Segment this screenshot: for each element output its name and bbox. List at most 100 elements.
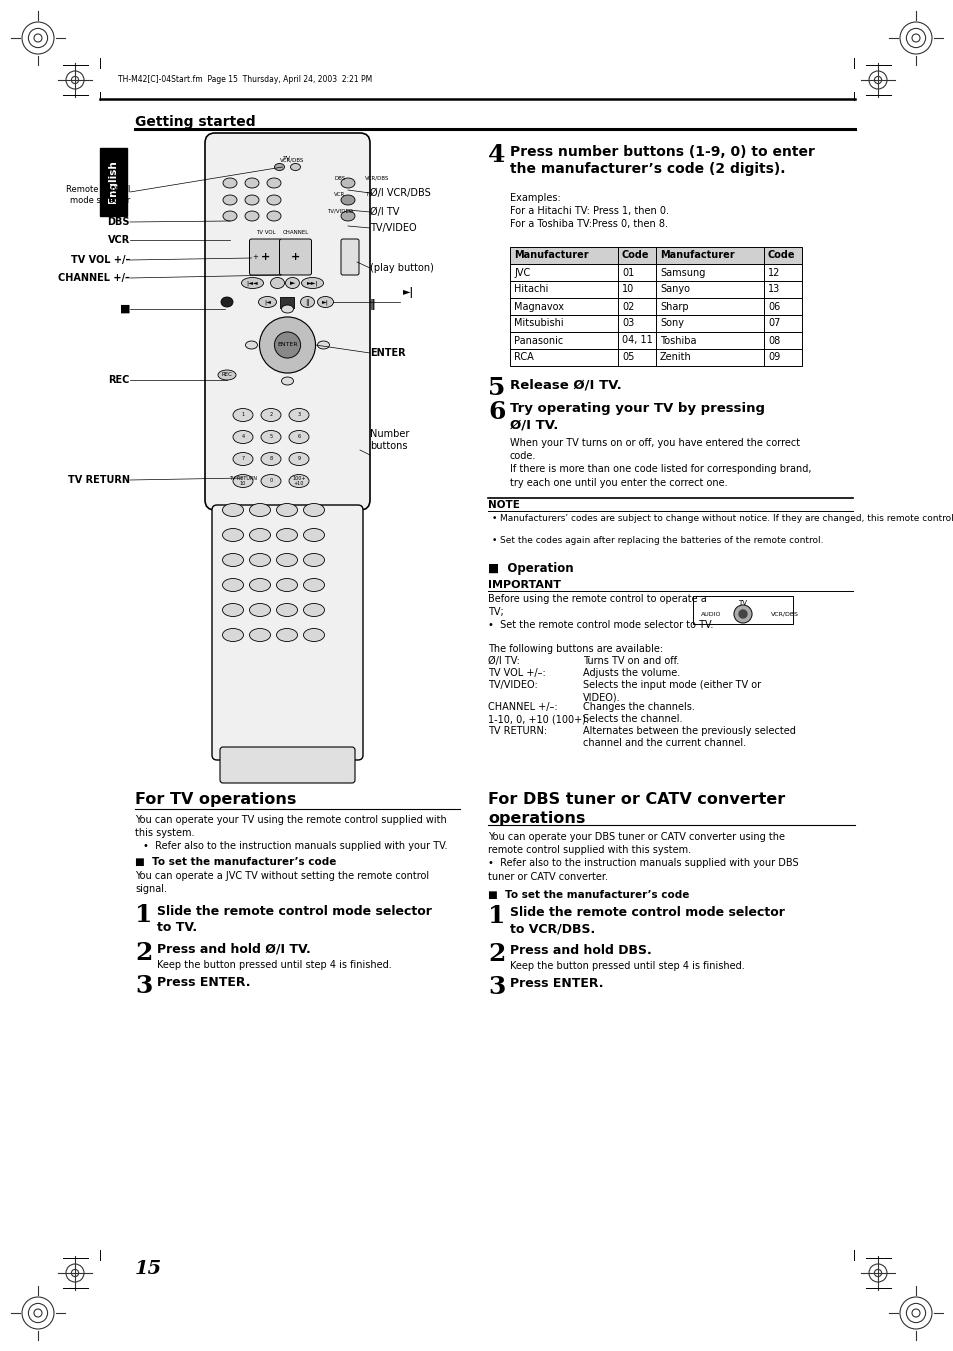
Text: 1: 1 [488, 904, 505, 928]
Ellipse shape [274, 163, 284, 170]
Text: CHANNEL +/–:: CHANNEL +/–: [488, 703, 558, 712]
Text: VCR: VCR [108, 235, 130, 245]
FancyBboxPatch shape [212, 505, 363, 761]
Ellipse shape [276, 528, 297, 542]
Text: Manufacturer: Manufacturer [659, 250, 734, 261]
Text: When your TV turns on or off, you have entered the correct
code.
If there is mor: When your TV turns on or off, you have e… [510, 438, 811, 488]
Text: +: + [253, 254, 258, 259]
Text: 2: 2 [135, 942, 152, 965]
Ellipse shape [222, 528, 243, 542]
Ellipse shape [233, 408, 253, 422]
Text: English: English [109, 161, 118, 204]
Ellipse shape [271, 277, 284, 289]
Text: Try operating your TV by pressing
Ø/I TV.: Try operating your TV by pressing Ø/I TV… [510, 403, 764, 431]
Text: ►: ► [290, 280, 294, 286]
Text: Code: Code [621, 250, 649, 261]
Bar [510, 263, 801, 281]
Text: Release Ø/I TV.: Release Ø/I TV. [510, 378, 621, 390]
FancyBboxPatch shape [220, 747, 355, 784]
Text: Before using the remote control to operate a
TV;
•  Set the remote control mode : Before using the remote control to opera… [488, 594, 713, 631]
Ellipse shape [258, 296, 276, 308]
Text: VCR/DBS: VCR/DBS [365, 176, 389, 181]
Text: For TV operations: For TV operations [135, 792, 296, 807]
Text: 2: 2 [488, 942, 505, 966]
Text: 7: 7 [241, 457, 244, 462]
Circle shape [274, 332, 300, 358]
FancyBboxPatch shape [340, 239, 358, 276]
Ellipse shape [245, 340, 257, 349]
Text: VCR/DBS: VCR/DBS [770, 612, 798, 616]
Text: Examples:
For a Hitachi TV: Press 1, then 0.
For a Toshiba TV:Press 0, then 8.: Examples: For a Hitachi TV: Press 1, the… [510, 193, 668, 230]
Ellipse shape [285, 277, 299, 289]
Text: Zenith: Zenith [659, 353, 691, 362]
Ellipse shape [261, 453, 281, 466]
Ellipse shape [261, 408, 281, 422]
Text: ENTER: ENTER [277, 343, 297, 347]
Text: 06: 06 [767, 301, 780, 312]
Ellipse shape [250, 528, 271, 542]
Ellipse shape [223, 211, 236, 222]
Ellipse shape [233, 474, 253, 488]
Text: ►|: ►| [402, 286, 414, 297]
Ellipse shape [245, 178, 258, 188]
Text: ■: ■ [119, 304, 130, 313]
Ellipse shape [276, 628, 297, 642]
Text: CHANNEL +/–: CHANNEL +/– [58, 273, 130, 282]
Text: Mitsubishi: Mitsubishi [514, 319, 563, 328]
Text: 1: 1 [241, 412, 244, 417]
Ellipse shape [218, 370, 235, 380]
Ellipse shape [303, 528, 324, 542]
Ellipse shape [303, 504, 324, 516]
Ellipse shape [233, 453, 253, 466]
Bar [510, 349, 801, 366]
Text: ‖: ‖ [370, 300, 375, 311]
Ellipse shape [281, 377, 294, 385]
Text: (play button): (play button) [370, 263, 434, 273]
Text: Alternates between the previously selected
channel and the current channel.: Alternates between the previously select… [582, 725, 795, 748]
Text: 08: 08 [767, 335, 780, 346]
Text: REC: REC [221, 373, 233, 377]
Circle shape [733, 605, 751, 623]
Ellipse shape [303, 578, 324, 592]
Text: Slide the remote control mode selector
to VCR/DBS.: Slide the remote control mode selector t… [510, 907, 784, 935]
Ellipse shape [245, 195, 258, 205]
Ellipse shape [267, 178, 281, 188]
Ellipse shape [303, 604, 324, 616]
Text: Sanyo: Sanyo [659, 285, 689, 295]
Ellipse shape [222, 628, 243, 642]
Text: Getting started: Getting started [135, 115, 255, 128]
Text: Manufacturer: Manufacturer [514, 250, 588, 261]
Circle shape [259, 317, 315, 373]
Text: Toshiba: Toshiba [659, 335, 696, 346]
Ellipse shape [250, 628, 271, 642]
Text: ■  To set the manufacturer’s code: ■ To set the manufacturer’s code [135, 857, 336, 867]
Text: Ø/I VCR/DBS: Ø/I VCR/DBS [370, 188, 431, 199]
Text: NOTE: NOTE [488, 500, 519, 509]
Text: 1: 1 [135, 902, 152, 927]
Text: TV VOL +/–: TV VOL +/– [71, 255, 130, 265]
Ellipse shape [276, 604, 297, 616]
Text: TV/VIDEO: TV/VIDEO [327, 208, 353, 213]
Ellipse shape [303, 554, 324, 566]
Bar [100, 149, 127, 216]
Text: 6: 6 [488, 400, 505, 424]
Text: Adjusts the volume.: Adjusts the volume. [582, 667, 679, 678]
Text: 4: 4 [488, 143, 505, 168]
Text: 1-10, 0, +10 (100+):: 1-10, 0, +10 (100+): [488, 713, 589, 724]
Text: VCR: VCR [334, 192, 345, 197]
Text: 3: 3 [135, 974, 152, 998]
Text: Ø/I TV:: Ø/I TV: [488, 657, 519, 666]
Text: 0: 0 [269, 478, 273, 484]
Text: Selects the input mode (either TV or
VIDEO).: Selects the input mode (either TV or VID… [582, 680, 760, 703]
Text: TV RETURN: TV RETURN [68, 476, 130, 485]
Text: You can operate your DBS tuner or CATV converter using the
remote control suppli: You can operate your DBS tuner or CATV c… [488, 832, 798, 882]
Ellipse shape [301, 277, 323, 289]
Text: 3: 3 [297, 412, 300, 417]
Text: 3: 3 [488, 975, 505, 998]
Text: Manufacturers’ codes are subject to change without notice. If they are changed, : Manufacturers’ codes are subject to chan… [499, 513, 953, 523]
Text: |◄: |◄ [264, 300, 271, 305]
Text: +: + [291, 253, 300, 262]
Text: Panasonic: Panasonic [514, 335, 562, 346]
Text: 100+
+10: 100+ +10 [292, 476, 305, 486]
Text: 02: 02 [621, 301, 634, 312]
